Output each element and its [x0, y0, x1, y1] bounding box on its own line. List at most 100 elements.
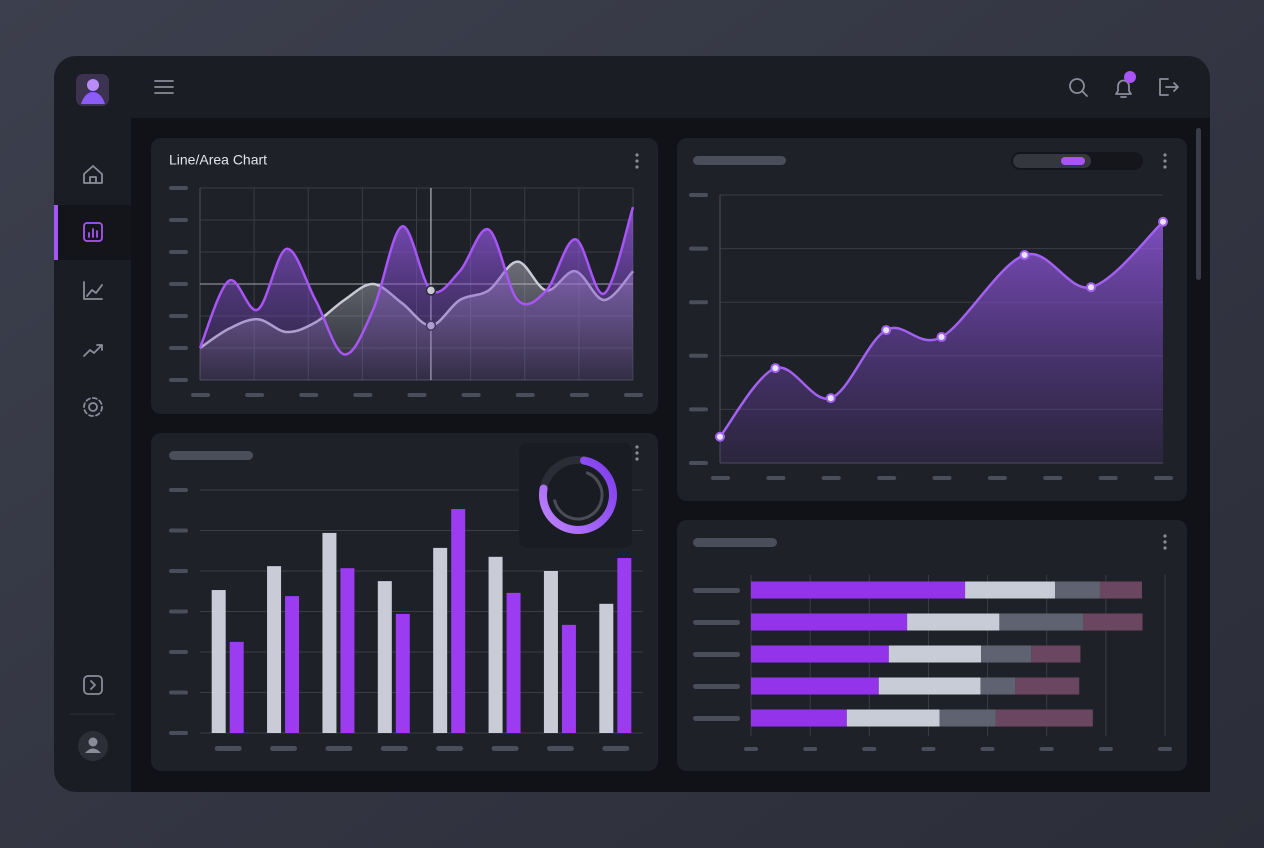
- bar-segment: [981, 645, 1032, 663]
- bar: [599, 603, 614, 733]
- panel-title: Line/Area Chart: [169, 152, 267, 168]
- bar-segment: [1031, 645, 1081, 663]
- title-placeholder: [693, 156, 786, 165]
- menu-button[interactable]: [154, 80, 174, 94]
- logout-button[interactable]: [1159, 78, 1179, 96]
- y-tick-placeholder: [169, 569, 188, 573]
- row-label-placeholder: [693, 684, 740, 689]
- x-tick-placeholder: [1158, 747, 1172, 751]
- x-tick-placeholder: [744, 747, 758, 751]
- x-tick-placeholder: [1154, 476, 1173, 480]
- y-tick-placeholder: [169, 250, 188, 254]
- bar-segment: [999, 613, 1084, 631]
- more-menu[interactable]: [635, 153, 639, 169]
- bar-segment: [1015, 677, 1080, 695]
- x-tick-placeholder: [380, 746, 408, 751]
- x-tick-placeholder: [569, 393, 589, 397]
- hover-marker: [425, 285, 437, 296]
- notifications-button[interactable]: [1115, 71, 1136, 98]
- y-tick-placeholder: [169, 528, 188, 533]
- point-marker: [715, 431, 725, 442]
- x-tick-placeholder: [766, 476, 786, 480]
- x-tick-placeholder: [270, 746, 298, 751]
- x-tick-placeholder: [353, 393, 373, 397]
- x-tick-placeholder: [214, 746, 242, 751]
- bar-segment: [751, 645, 889, 663]
- bar: [506, 592, 521, 733]
- nav-line[interactable]: [83, 281, 103, 300]
- x-tick-placeholder: [987, 476, 1007, 480]
- y-tick-placeholder: [169, 609, 188, 614]
- row-label-placeholder: [693, 716, 740, 721]
- title-placeholder: [169, 451, 253, 460]
- bar: [617, 558, 632, 733]
- x-tick-placeholder: [980, 747, 995, 751]
- bar: [285, 596, 300, 733]
- x-tick-placeholder: [299, 393, 319, 397]
- x-tick-placeholder: [932, 476, 952, 480]
- x-tick-placeholder: [1098, 747, 1113, 751]
- scrollbar: [1196, 128, 1201, 280]
- bar-segment: [1083, 613, 1143, 631]
- y-tick-placeholder: [169, 488, 188, 492]
- x-tick-placeholder: [191, 393, 210, 397]
- y-tick-placeholder: [169, 690, 188, 695]
- bar-segment: [888, 645, 982, 663]
- bar-segment: [965, 581, 1055, 599]
- y-tick-placeholder: [689, 407, 708, 412]
- bar-segment: [980, 677, 1016, 695]
- bar: [229, 641, 244, 733]
- series-line: [198, 206, 635, 356]
- y-tick-placeholder: [689, 300, 708, 305]
- nav-export[interactable]: [83, 675, 103, 695]
- row-label-placeholder: [693, 652, 740, 657]
- more-menu[interactable]: [635, 445, 639, 461]
- x-tick-placeholder: [877, 476, 897, 480]
- x-tick-placeholder: [461, 393, 481, 397]
- point-marker: [1086, 282, 1097, 293]
- point-marker: [1158, 216, 1168, 227]
- y-tick-placeholder: [169, 186, 188, 190]
- bar: [451, 509, 466, 733]
- nav-settings[interactable]: [83, 397, 103, 417]
- bar-segment: [995, 709, 1093, 727]
- point-marker: [936, 332, 947, 343]
- toggle[interactable]: [1011, 152, 1143, 170]
- bar-segment: [751, 581, 966, 599]
- logo: [76, 74, 109, 106]
- x-tick-placeholder: [821, 476, 841, 480]
- nav-trend[interactable]: [83, 344, 103, 357]
- bar-segment: [939, 709, 996, 727]
- bar-segment: [751, 709, 847, 727]
- point-marker: [825, 393, 836, 404]
- y-tick-placeholder: [169, 282, 188, 286]
- y-tick-placeholder: [169, 650, 188, 654]
- more-menu[interactable]: [1163, 534, 1167, 550]
- nav-home[interactable]: [83, 165, 103, 184]
- point-marker: [1019, 250, 1030, 261]
- bar: [561, 624, 576, 733]
- user-avatar[interactable]: [78, 731, 108, 761]
- x-tick-placeholder: [862, 747, 877, 751]
- nav-charts[interactable]: [83, 222, 103, 242]
- y-tick-placeholder: [689, 461, 708, 465]
- y-tick-placeholder: [689, 353, 708, 358]
- x-tick-placeholder: [921, 747, 936, 751]
- x-tick-placeholder: [602, 746, 630, 751]
- bar: [377, 581, 392, 733]
- x-tick-placeholder: [436, 746, 464, 751]
- series-area: [200, 207, 633, 380]
- row-label-placeholder: [693, 620, 740, 625]
- bar: [211, 590, 226, 733]
- title-placeholder: [693, 538, 777, 547]
- search-button[interactable]: [1069, 78, 1088, 97]
- x-tick-placeholder: [1098, 476, 1118, 480]
- y-tick-placeholder: [169, 731, 188, 735]
- nav-active-indicator: [54, 205, 58, 260]
- bar: [322, 532, 337, 733]
- bar: [543, 571, 558, 733]
- more-menu[interactable]: [1163, 153, 1167, 169]
- y-tick-placeholder: [689, 246, 708, 251]
- x-tick-placeholder: [325, 746, 353, 751]
- bar: [340, 568, 355, 733]
